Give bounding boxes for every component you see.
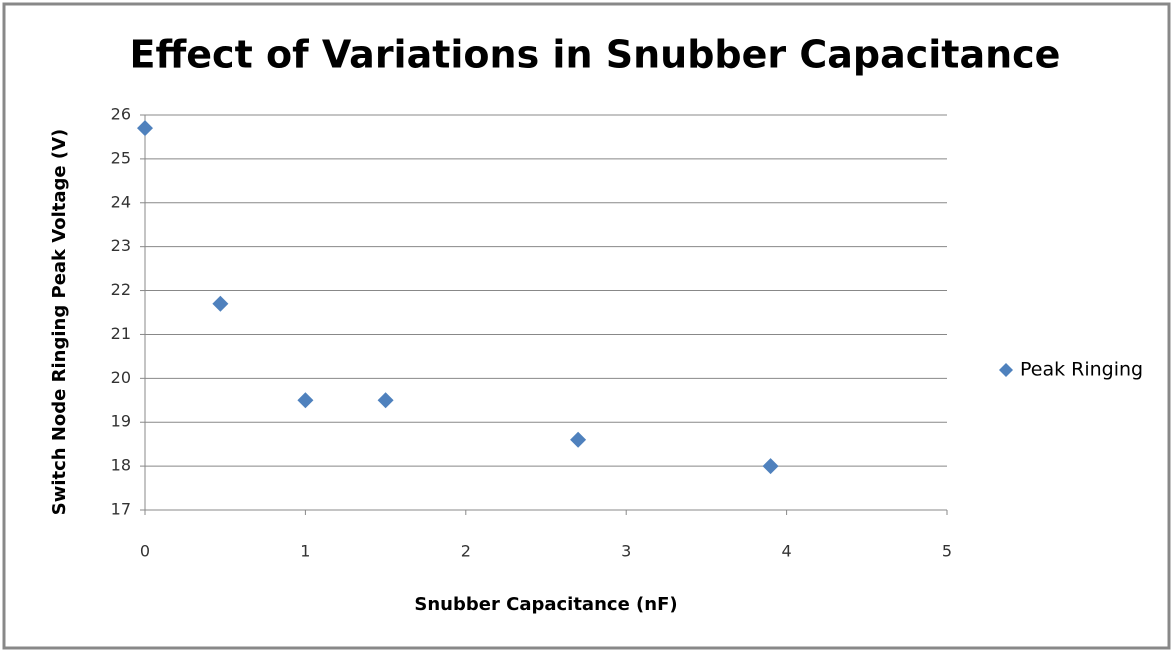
data-point: [377, 392, 394, 409]
y-tick-label: 20: [111, 368, 131, 387]
data-point: [297, 392, 314, 409]
y-tick-label: 23: [111, 236, 131, 255]
chart-title: Effect of Variations in Snubber Capacita…: [130, 33, 1061, 77]
x-axis-label: Snubber Capacitance (nF): [414, 594, 677, 615]
x-tick-label: 2: [461, 542, 471, 561]
x-tick-label: 1: [300, 542, 310, 561]
y-tick-label: 22: [111, 280, 131, 299]
y-tick-label: 24: [111, 192, 131, 211]
y-tick-label: 17: [111, 500, 131, 519]
x-tick-label: 5: [942, 542, 952, 561]
data-point: [212, 295, 229, 312]
x-tick-label: 4: [782, 542, 792, 561]
data-point: [762, 458, 779, 475]
y-tick-label: 25: [111, 148, 131, 167]
x-tick-label: 0: [140, 542, 150, 561]
y-tick-label: 21: [111, 324, 131, 343]
x-tick-label: 3: [621, 542, 631, 561]
legend-label: Peak Ringing: [1020, 359, 1143, 381]
y-axis-label: Switch Node Ringing Peak Voltage (V): [49, 129, 70, 516]
y-tick-label: 26: [111, 105, 131, 124]
data-point: [137, 120, 153, 137]
legend-marker: [999, 363, 1013, 377]
y-tick-label: 18: [111, 456, 131, 475]
y-tick-label: 19: [111, 412, 131, 431]
data-point: [570, 431, 587, 448]
